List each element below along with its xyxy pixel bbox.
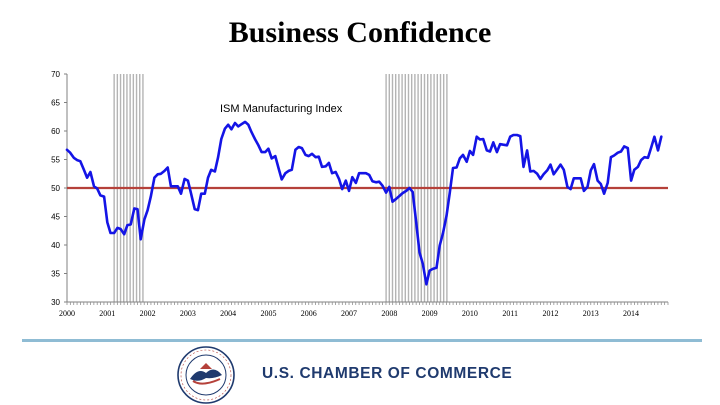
x-tick-label: 2001 xyxy=(99,309,115,318)
ism-line-chart: 30 35 40 45 50 55 60 65 70 2000 2001 2002 2003 2004 20… xyxy=(51,70,669,318)
chamber-seal-logo xyxy=(177,346,235,404)
x-tick-label: 2011 xyxy=(502,309,518,318)
y-tick-label: 70 xyxy=(51,70,60,79)
x-tick-label: 2004 xyxy=(220,309,236,318)
x-tick-label: 2010 xyxy=(462,309,478,318)
chamber-of-commerce-text: U.S. CHAMBER OF COMMERCE xyxy=(262,365,513,382)
x-tick-label: 2000 xyxy=(59,309,75,318)
x-tick-label: 2003 xyxy=(180,309,196,318)
x-tick-label: 2012 xyxy=(542,309,558,318)
y-tick-label: 55 xyxy=(51,156,60,165)
x-tick-label: 2007 xyxy=(341,309,357,318)
y-tick-label: 60 xyxy=(51,127,60,136)
y-tick-label: 65 xyxy=(51,99,60,108)
ism-index-line xyxy=(65,120,663,286)
y-tick-label: 30 xyxy=(51,298,60,307)
footer: U.S. CHAMBER OF COMMERCE xyxy=(170,345,570,405)
y-tick-label: 35 xyxy=(51,270,60,279)
chart-annotation: ISM Manufacturing Index xyxy=(220,103,343,115)
x-tick-label: 2009 xyxy=(422,309,438,318)
x-tick-label: 2008 xyxy=(381,309,397,318)
series-group xyxy=(65,120,663,286)
y-tick-label: 50 xyxy=(51,184,60,193)
x-tick-label: 2005 xyxy=(260,309,276,318)
y-tick-label: 40 xyxy=(51,241,60,250)
slide-title: Business Confidence xyxy=(228,16,492,49)
x-tick-label: 2014 xyxy=(623,309,639,318)
footer-divider xyxy=(22,339,702,342)
chart-axes: 30 35 40 45 50 55 60 65 70 2000 2001 2002 2003 2004 20… xyxy=(51,70,669,318)
x-tick-label: 2006 xyxy=(301,309,317,318)
y-tick-label: 45 xyxy=(51,213,60,222)
x-tick-label: 2002 xyxy=(140,309,156,318)
x-tick-label: 2013 xyxy=(583,309,599,318)
